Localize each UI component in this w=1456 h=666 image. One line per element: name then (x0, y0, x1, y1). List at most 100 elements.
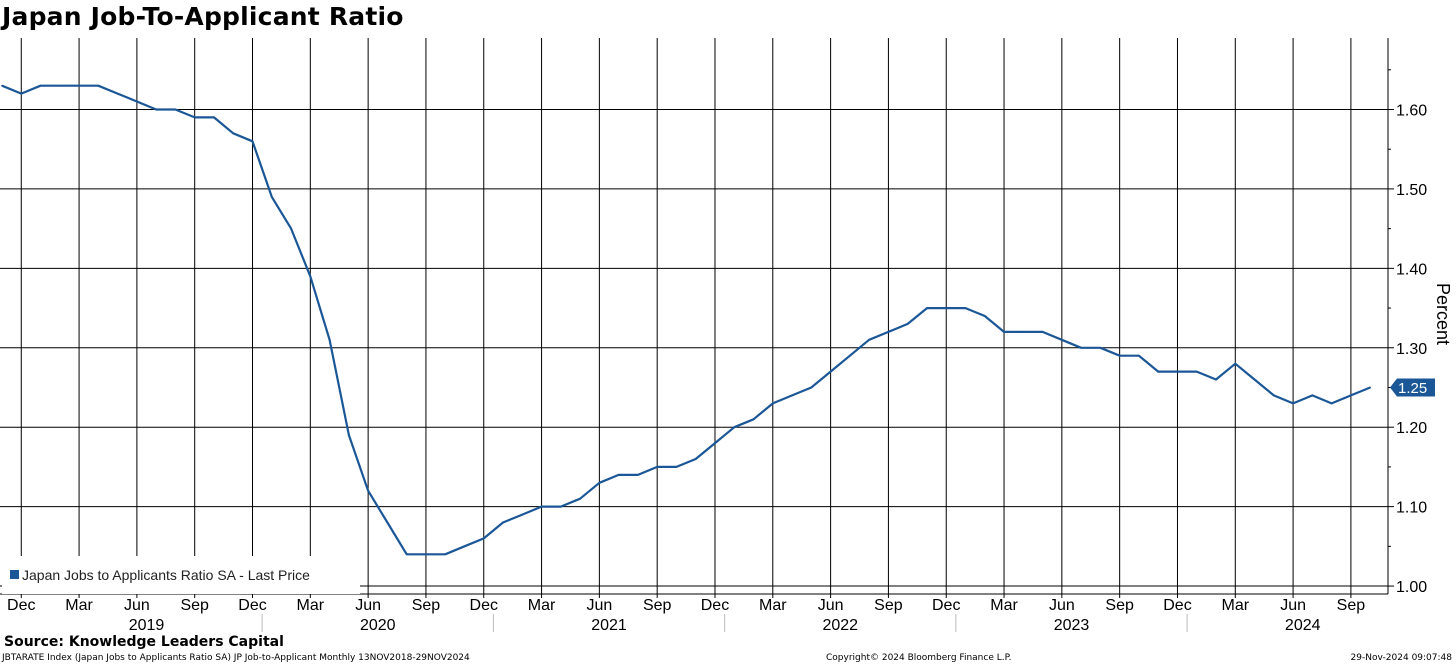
data-point (1118, 354, 1121, 357)
legend-swatch (10, 570, 19, 579)
data-point (97, 84, 100, 87)
x-tick-label: Dec (1163, 597, 1191, 614)
x-tick-label: Dec (470, 597, 498, 614)
data-point (1253, 378, 1256, 381)
data-point (1061, 339, 1063, 341)
x-tick-label: Sep (874, 597, 903, 614)
data-point (328, 339, 331, 341)
data-point (772, 402, 774, 405)
x-tick-label: Jun (355, 597, 381, 614)
data-point (791, 394, 793, 397)
data-point (348, 434, 350, 436)
x-tick-label: Jun (124, 597, 150, 614)
data-point (20, 92, 23, 95)
footer-ticker-info: JBTARATE Index (Japan Jobs to Applicants… (2, 653, 470, 663)
x-tick-label: Mar (528, 597, 556, 614)
footer-copyright: Copyright© 2024 Bloomberg Finance L.P. (826, 653, 1012, 663)
x-tick-label: Jun (586, 597, 612, 614)
data-point (1099, 346, 1102, 349)
data-point (617, 474, 620, 476)
data-point (386, 521, 389, 524)
data-point (463, 545, 466, 548)
data-point (945, 307, 948, 309)
data-point (1195, 370, 1198, 373)
data-point (964, 307, 967, 309)
x-tick-label: Sep (412, 597, 441, 614)
last-value-badge (1390, 378, 1435, 397)
axes: 1.00 1.10 1.20 1.30 1.40 1.50 1.60 Dec Mar Jun Sep… (0, 38, 1453, 634)
x-tick-label: Jun (1280, 597, 1306, 614)
data-point (136, 100, 138, 103)
legend-entry: Japan Jobs to Applicants Ratio SA - Last… (22, 567, 310, 583)
data-point (1022, 331, 1025, 333)
data-point (116, 92, 119, 95)
data-point (78, 84, 80, 87)
x-tick-label: Dec (7, 597, 35, 614)
data-point (983, 315, 986, 317)
data-point (1273, 394, 1275, 397)
data-point (405, 553, 408, 556)
x-tick-label: Jun (1049, 597, 1075, 614)
data-point (1003, 331, 1005, 333)
data-point (1234, 362, 1237, 365)
data-point (1, 84, 3, 87)
data-point (1176, 370, 1179, 373)
data-point (1350, 394, 1352, 397)
y-tick-label: 1.30 (1396, 341, 1427, 358)
grid (0, 38, 1388, 594)
x-tick-label: Sep (180, 597, 209, 614)
y-tick-label: 1.40 (1396, 261, 1427, 278)
data-point (887, 331, 890, 333)
data-point (290, 227, 292, 230)
x-tick-label: Sep (643, 597, 672, 614)
footer-timestamp: 29-Nov-2024 09:07:48 (1350, 653, 1452, 663)
data-point (444, 553, 447, 556)
data-point (694, 458, 697, 460)
data-point (1138, 354, 1140, 357)
data-point (656, 466, 658, 468)
x-year-label: 2024 (1285, 617, 1321, 634)
last-value-label: 1.25 (1398, 380, 1427, 397)
y-tick-label: 1.20 (1396, 420, 1427, 437)
data-point (174, 108, 177, 111)
x-year-label: 2023 (1054, 617, 1090, 634)
data-point (1215, 378, 1217, 381)
x-tick-label: Mar (990, 597, 1018, 614)
data-point (213, 116, 215, 119)
x-tick-label: Dec (701, 597, 729, 614)
data-point (1292, 402, 1294, 405)
data-point (1041, 331, 1044, 333)
legend-background (2, 556, 360, 594)
y-tick-label: 1.10 (1396, 500, 1427, 517)
data-point (598, 482, 601, 484)
data-point (810, 386, 813, 389)
data-point (829, 370, 832, 373)
data-point (1369, 386, 1371, 389)
data-point (59, 84, 61, 87)
x-tick-label: Dec (238, 597, 266, 614)
data-point (849, 354, 851, 357)
x-year-label: 2020 (360, 617, 396, 634)
data-point (193, 116, 196, 119)
data-point (367, 489, 369, 492)
y-tick-label: 1.00 (1396, 579, 1427, 596)
data-point (270, 196, 273, 198)
data-point (868, 339, 870, 341)
x-tick-label: Mar (297, 597, 325, 614)
x-tick-label: Jun (818, 597, 844, 614)
x-year-label: 2022 (822, 617, 858, 634)
data-point (1330, 402, 1333, 405)
data-point (733, 426, 736, 429)
data-point (502, 521, 504, 524)
data-point (521, 513, 524, 516)
source-note: Source: Knowledge Leaders Capital (4, 634, 284, 650)
data-point (637, 474, 639, 476)
x-tick-label: Mar (759, 597, 787, 614)
data-point (232, 132, 235, 135)
x-tick-label: Sep (1105, 597, 1134, 614)
data-point (560, 505, 562, 508)
data-point (1080, 346, 1082, 349)
series-line (1, 84, 1371, 556)
data-point (1157, 370, 1159, 373)
data-point (155, 108, 157, 111)
